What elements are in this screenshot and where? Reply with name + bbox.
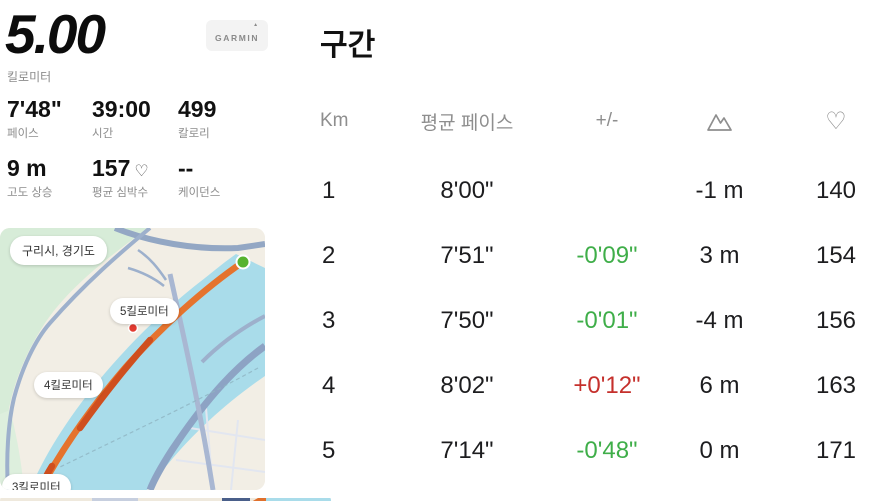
header-diff: +/- bbox=[595, 110, 619, 131]
cell-km: 4 bbox=[322, 371, 336, 399]
cell-diff: +0'12" bbox=[573, 371, 641, 399]
header-avg-pace: 평균 페이스 bbox=[420, 112, 514, 134]
table-row: 2 7'51" -0'09" 3 m 154 bbox=[318, 223, 895, 288]
cell-elevation: 0 m bbox=[699, 436, 740, 464]
stat-value: 9 m bbox=[7, 155, 47, 182]
stat-value: 7'48" bbox=[7, 96, 62, 122]
heart-icon: ♡ bbox=[134, 163, 149, 181]
elevation-icon bbox=[662, 111, 777, 132]
cell-heart-rate: 171 bbox=[815, 436, 857, 464]
cell-pace: 7'14" bbox=[440, 436, 494, 464]
distance-unit: 킬로미터 bbox=[7, 70, 52, 84]
table-row: 3 7'50" -0'01" -4 m 156 bbox=[318, 288, 895, 353]
cell-heart-rate: 163 bbox=[815, 371, 857, 399]
stat-calories: 499 칼로리 bbox=[178, 96, 273, 142]
cell-elevation: -4 m bbox=[695, 306, 744, 334]
cell-elevation: 6 m bbox=[699, 371, 740, 399]
stat-label: 시간 bbox=[92, 128, 114, 140]
stat-pace: 7'48" 페이스 bbox=[7, 96, 92, 142]
km-marker-4: 4킬로미터 bbox=[34, 372, 103, 398]
cell-elevation: -1 m bbox=[695, 176, 744, 204]
garmin-badge: ▲ GARMIN bbox=[206, 20, 269, 51]
stat-value: 157 ♡ bbox=[92, 155, 149, 182]
map-location-label: 구리시, 경기도 bbox=[10, 236, 107, 265]
cell-pace: 7'51" bbox=[440, 241, 494, 269]
splits-section: 구간 Km 평균 페이스 +/- ♡ 1 8'00" -1 m 140 2 7'… bbox=[318, 0, 895, 501]
stat-time: 39:00 시간 bbox=[92, 96, 178, 142]
cell-diff: -0'48" bbox=[576, 436, 638, 464]
cell-km: 3 bbox=[322, 306, 336, 334]
stat-label: 평균 심박수 bbox=[92, 187, 149, 200]
stat-value: -- bbox=[178, 155, 194, 182]
cell-km: 5 bbox=[322, 436, 336, 464]
km5-dot bbox=[127, 322, 139, 334]
km-marker-3: 3킬로미터 bbox=[2, 474, 71, 490]
garmin-delta-icon: ▲ bbox=[253, 22, 259, 28]
splits-rows: 1 8'00" -1 m 140 2 7'51" -0'09" 3 m 1 5 4 … bbox=[318, 158, 895, 483]
route-map[interactable]: 구리시, 경기도 5킬로미터 4킬로미터 3킬로미터 bbox=[0, 228, 265, 490]
cell-diff: -0'09" bbox=[576, 241, 638, 269]
stat-cadence: -- 케이던스 bbox=[178, 155, 273, 201]
stat-label: 케이던스 bbox=[178, 187, 221, 200]
stat-label: 페이스 bbox=[7, 128, 39, 140]
cell-diff: -0'01" bbox=[576, 306, 638, 334]
cell-km: 1 bbox=[322, 176, 336, 204]
cell-heart-rate: 154 bbox=[815, 241, 857, 269]
cell-heart-rate: 140 bbox=[815, 176, 857, 204]
cell-pace: 8'00" bbox=[440, 176, 494, 204]
stat-value: 499 bbox=[178, 96, 217, 122]
stat-elevation-gain: 9 m 고도 상승 bbox=[7, 155, 92, 201]
stat-label: 칼로리 bbox=[178, 128, 210, 140]
summary-stats: 7'48" 페이스 39:00 시간 499 칼로리 9 m 고도 상승 157… bbox=[7, 96, 273, 201]
table-row: 4 8'02" +0'12" 6 m 163 bbox=[318, 353, 895, 418]
next-card-edge bbox=[0, 493, 331, 501]
cell-pace: 8'02" bbox=[440, 371, 494, 399]
cell-elevation: 3 m bbox=[699, 241, 740, 269]
start-dot bbox=[235, 254, 251, 270]
cell-heart-rate: 156 bbox=[815, 306, 857, 334]
stat-avg-heart-rate: 157 ♡ 평균 심박수 bbox=[92, 155, 178, 201]
garmin-brand-label: GARMIN bbox=[215, 33, 260, 43]
cell-km: 2 bbox=[322, 241, 336, 269]
heart-icon: ♡ bbox=[825, 107, 847, 135]
km-marker-5: 5킬로미터 bbox=[110, 298, 179, 324]
stat-value: 39:00 bbox=[92, 96, 151, 122]
header-km: Km bbox=[320, 110, 349, 131]
map-canvas bbox=[0, 228, 265, 490]
splits-title: 구간 bbox=[320, 29, 376, 62]
table-row: 5 7'14" -0'48" 0 m 171 bbox=[318, 418, 895, 483]
cell-pace: 7'50" bbox=[440, 306, 494, 334]
distance-value: 5.00 bbox=[5, 3, 106, 65]
table-row: 1 8'00" -1 m 140 bbox=[318, 158, 895, 223]
splits-header-row: Km 평균 페이스 +/- ♡ bbox=[318, 100, 895, 142]
stat-label: 고도 상승 bbox=[7, 187, 53, 200]
